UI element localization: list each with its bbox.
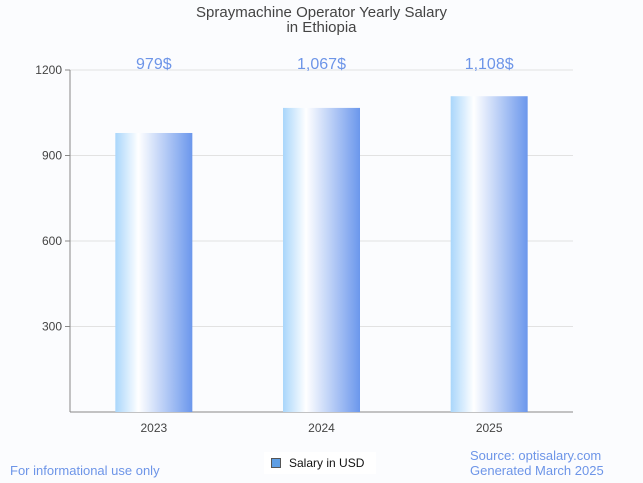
y-tick-label: 900	[42, 149, 62, 163]
source-link[interactable]: Source: optisalary.com	[470, 448, 602, 463]
legend: Salary in USD	[264, 452, 376, 474]
bar-2023	[115, 132, 193, 413]
data-label: 1,108$	[465, 56, 514, 73]
x-tick-label: 2025	[476, 421, 503, 435]
generated-date: Generated March 2025	[470, 463, 604, 478]
bar-2025	[450, 96, 528, 412]
legend-swatch	[271, 458, 281, 468]
x-tick-label: 2023	[140, 421, 167, 435]
y-tick-label: 1200	[35, 63, 62, 77]
chart-title-line1: Spraymachine Operator Yearly Salary	[196, 4, 447, 21]
data-label: 979$	[136, 56, 172, 73]
x-tick-label: 2024	[308, 421, 335, 435]
y-tick-label: 300	[42, 320, 62, 334]
bar-2024	[283, 107, 360, 412]
legend-label: Salary in USD	[289, 456, 365, 470]
disclaimer: For informational use only	[10, 463, 160, 478]
data-label: 1,067$	[297, 56, 346, 73]
y-tick-label: 600	[42, 234, 62, 248]
chart-title-line2: in Ethiopia	[286, 19, 357, 36]
